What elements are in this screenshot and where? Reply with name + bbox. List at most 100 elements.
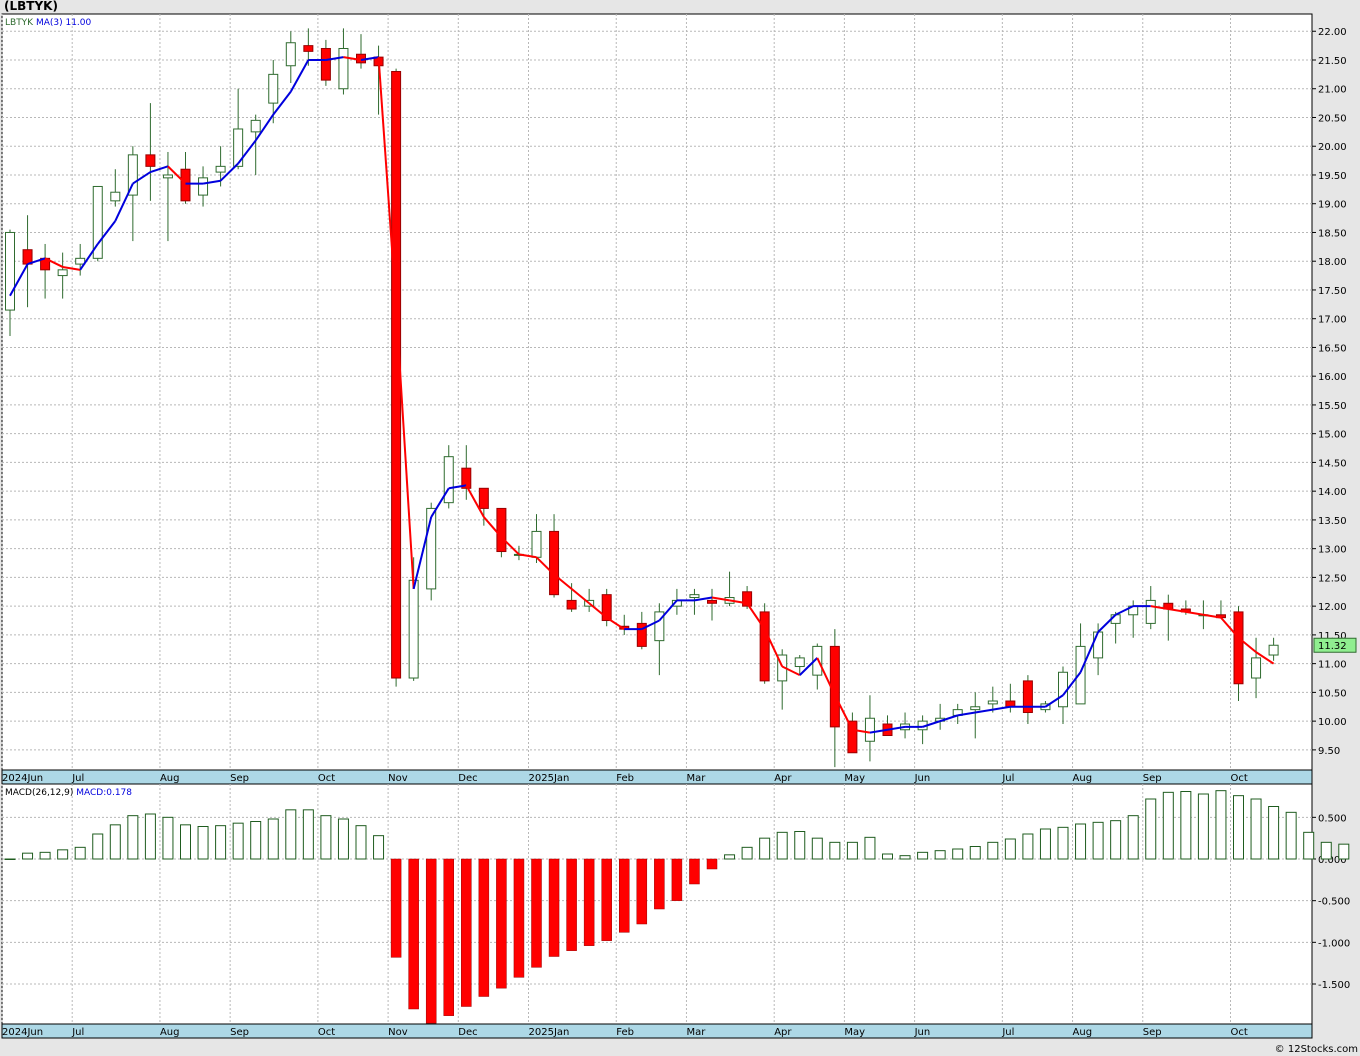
macd-bar-positive	[1039, 828, 1051, 860]
price-y-tick-label: 21.00	[1318, 85, 1347, 96]
price-y-tick-label: 16.50	[1318, 343, 1347, 354]
ma-line-segment	[641, 619, 660, 631]
candle-down	[22, 249, 33, 265]
candle-up	[198, 177, 209, 196]
price-panel	[1, 13, 1313, 771]
ma-line-segment	[272, 91, 292, 116]
macd-bar-positive	[1268, 806, 1280, 860]
ma-line-segment	[553, 573, 573, 590]
ma-line-segment	[96, 220, 117, 245]
ma-line-segment	[799, 657, 819, 676]
candle-up	[654, 611, 665, 642]
ma-line-segment	[658, 599, 678, 622]
macd-bar-negative	[706, 858, 718, 870]
candle-up	[443, 456, 454, 504]
macd-bar-negative	[425, 858, 437, 1024]
macd-bar-positive	[1022, 833, 1034, 860]
ma-line-segment	[1115, 605, 1134, 616]
ma-line-segment	[975, 708, 993, 714]
ma-line-segment	[816, 657, 836, 696]
legend-symbol: LBTYK	[5, 18, 36, 28]
ma-line-segment	[1097, 614, 1117, 633]
macd-bar-negative	[601, 858, 612, 941]
macd-xaxis-strip	[1, 1023, 1313, 1039]
price-x-tick-label: Oct	[318, 773, 335, 784]
candle-down	[461, 467, 472, 489]
ma-line-segment	[852, 728, 871, 734]
ma-line-segment	[62, 265, 81, 271]
candle-up	[57, 269, 68, 277]
price-y-tick-label: 17.50	[1318, 286, 1347, 297]
macd-x-tick-label: Jul	[71, 1027, 84, 1038]
candle-down	[759, 611, 770, 682]
ma-line-segment	[412, 516, 433, 590]
macd-bar-positive	[1110, 820, 1122, 860]
macd-bar-positive	[320, 815, 332, 860]
macd-bar-positive	[92, 833, 104, 860]
candle-up	[1145, 599, 1156, 624]
candle-up	[864, 717, 875, 742]
candle-up	[531, 530, 542, 558]
price-y-tick-label: 15.50	[1318, 401, 1347, 412]
candle-up	[75, 257, 86, 265]
ma-line-segment	[360, 56, 379, 61]
candle-up	[127, 154, 138, 196]
macd-bar-positive	[1180, 791, 1192, 860]
macd-bar-positive	[1250, 798, 1262, 860]
ma-line-segment	[289, 59, 310, 93]
ma-line-segment	[939, 714, 959, 723]
price-y-tick-label: 10.00	[1318, 717, 1347, 728]
macd-bar-positive	[144, 813, 156, 860]
macd-bar-positive	[794, 831, 806, 860]
macd-bar-positive	[302, 809, 314, 860]
macd-bar-positive	[1233, 795, 1244, 860]
macd-x-tick-label: Aug	[1073, 1027, 1093, 1038]
candle-up	[1251, 657, 1262, 679]
price-y-tick-label: 10.50	[1318, 688, 1347, 699]
macd-x-tick-label: Oct	[318, 1027, 335, 1038]
price-x-tick-label: May	[844, 773, 865, 784]
macd-bar-positive	[917, 851, 929, 860]
macd-legend: MACD(26,12,9) MACD:0.178	[5, 788, 132, 798]
macd-bar-positive	[1057, 826, 1069, 860]
macd-bar-positive	[197, 826, 209, 860]
candle-down	[636, 622, 647, 647]
macd-x-tick-label: Nov	[388, 1027, 408, 1038]
macd-y-tick-label: -1.000	[1318, 938, 1350, 949]
price-y-tick-label: 20.00	[1318, 142, 1347, 153]
ma-line-segment	[9, 263, 29, 297]
price-y-tick-label: 13.00	[1318, 545, 1347, 556]
macd-bar-positive	[1162, 791, 1174, 860]
ma-line-segment	[992, 705, 1011, 711]
price-x-tick-label: Feb	[616, 773, 634, 784]
macd-bar-positive	[180, 824, 191, 860]
ma-line-segment	[150, 165, 169, 174]
candle-down	[320, 47, 331, 81]
ma-line-segment	[1255, 651, 1275, 665]
price-x-tick-label: 2024Jun	[2, 773, 43, 784]
ma-line-segment	[1079, 631, 1100, 673]
ma-line-segment	[1220, 616, 1240, 639]
macd-bar-positive	[811, 837, 823, 860]
ma-line-segment	[1044, 694, 1064, 708]
candle-up	[812, 645, 823, 676]
candle-down	[707, 599, 717, 604]
macd-legend-label: MACD(26,12,9)	[5, 788, 76, 798]
ma-line-segment	[132, 171, 151, 185]
candle-down	[847, 720, 858, 754]
macd-legend-value: MACD:0.178	[76, 788, 132, 798]
macd-x-tick-label: Apr	[774, 1027, 792, 1038]
price-y-tick-label: 11.50	[1318, 631, 1347, 642]
macd-bar-positive	[250, 821, 262, 860]
price-y-tick-label: 17.00	[1318, 315, 1347, 326]
ma-line-segment	[430, 487, 450, 518]
candle-up	[233, 128, 244, 167]
ma-line-segment	[465, 484, 485, 518]
macd-bar-positive	[22, 852, 34, 860]
macd-bar-positive	[57, 849, 69, 860]
macd-bar-positive	[741, 846, 753, 860]
macd-bar-positive	[127, 815, 139, 860]
macd-x-tick-label: Aug	[160, 1027, 180, 1038]
ma-line-segment	[343, 56, 362, 61]
